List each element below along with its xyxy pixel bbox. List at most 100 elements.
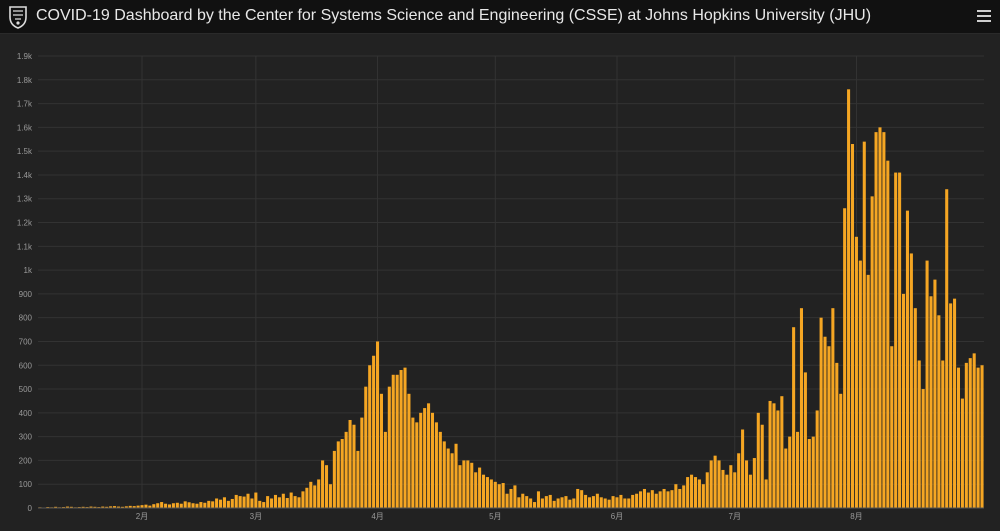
bar[interactable]: [54, 506, 58, 508]
bar[interactable]: [140, 505, 144, 508]
bar[interactable]: [776, 410, 780, 508]
bar[interactable]: [725, 474, 729, 508]
bar[interactable]: [839, 393, 843, 508]
bar[interactable]: [356, 450, 360, 508]
bar[interactable]: [580, 490, 584, 508]
bar[interactable]: [697, 479, 701, 508]
bar[interactable]: [862, 141, 866, 508]
bar[interactable]: [234, 494, 238, 508]
bar[interactable]: [281, 493, 285, 508]
bar[interactable]: [450, 453, 454, 508]
bar[interactable]: [850, 144, 855, 508]
bar[interactable]: [941, 360, 945, 508]
bar[interactable]: [631, 494, 635, 508]
bar[interactable]: [493, 481, 497, 508]
bar[interactable]: [195, 503, 199, 508]
bar[interactable]: [572, 498, 576, 508]
bar[interactable]: [599, 497, 603, 508]
bar[interactable]: [262, 502, 266, 508]
bar[interactable]: [682, 485, 686, 508]
bar[interactable]: [379, 393, 383, 508]
bar[interactable]: [976, 367, 980, 508]
bar[interactable]: [481, 474, 486, 508]
bar[interactable]: [132, 506, 136, 508]
bar[interactable]: [470, 462, 474, 508]
bar[interactable]: [635, 493, 639, 508]
bar[interactable]: [419, 412, 423, 508]
bar[interactable]: [407, 393, 411, 508]
bar[interactable]: [478, 467, 482, 508]
bar[interactable]: [937, 315, 941, 508]
bar[interactable]: [116, 506, 120, 508]
bar[interactable]: [639, 491, 643, 508]
bar[interactable]: [788, 436, 792, 508]
bar[interactable]: [415, 422, 419, 508]
bar[interactable]: [442, 441, 446, 508]
bar[interactable]: [658, 491, 662, 508]
bar[interactable]: [525, 496, 529, 508]
bar[interactable]: [674, 484, 678, 508]
bar[interactable]: [81, 506, 85, 508]
bar[interactable]: [646, 492, 650, 508]
bar[interactable]: [748, 474, 752, 508]
bar[interactable]: [199, 502, 203, 508]
bar[interactable]: [222, 497, 226, 508]
bar[interactable]: [835, 362, 839, 508]
bar[interactable]: [423, 408, 427, 508]
bar[interactable]: [894, 172, 898, 508]
bar[interactable]: [529, 498, 533, 508]
bar[interactable]: [827, 346, 831, 508]
bar[interactable]: [352, 424, 356, 508]
bar[interactable]: [799, 308, 803, 508]
bar[interactable]: [183, 501, 187, 508]
bar[interactable]: [823, 336, 827, 508]
bar[interactable]: [250, 498, 254, 508]
bar[interactable]: [960, 398, 964, 508]
bar[interactable]: [521, 493, 525, 508]
bar[interactable]: [485, 477, 489, 508]
bar[interactable]: [293, 496, 297, 508]
bar[interactable]: [462, 460, 466, 508]
bar[interactable]: [226, 500, 230, 508]
bar[interactable]: [556, 498, 560, 508]
bar[interactable]: [321, 460, 325, 508]
bar[interactable]: [446, 448, 450, 508]
bar[interactable]: [882, 132, 886, 508]
bar[interactable]: [968, 358, 972, 508]
bar[interactable]: [160, 502, 164, 508]
bar[interactable]: [120, 506, 124, 508]
bar[interactable]: [434, 422, 438, 508]
bar[interactable]: [246, 493, 250, 508]
bar[interactable]: [254, 492, 258, 508]
bar[interactable]: [458, 465, 462, 508]
bar[interactable]: [693, 477, 698, 508]
bar[interactable]: [348, 419, 352, 508]
bar[interactable]: [501, 483, 505, 508]
bar[interactable]: [505, 493, 509, 508]
bar[interactable]: [167, 504, 172, 508]
bar[interactable]: [313, 485, 317, 508]
bar[interactable]: [587, 497, 592, 508]
bar[interactable]: [387, 386, 391, 508]
bar[interactable]: [945, 189, 949, 508]
bar[interactable]: [211, 501, 215, 508]
bar[interactable]: [360, 417, 364, 508]
bar[interactable]: [368, 365, 372, 508]
bar[interactable]: [807, 439, 811, 508]
bar[interactable]: [175, 502, 179, 508]
bar[interactable]: [843, 208, 847, 508]
bar[interactable]: [191, 503, 195, 508]
bar[interactable]: [438, 431, 442, 508]
bar[interactable]: [164, 503, 168, 508]
bar[interactable]: [949, 303, 953, 508]
bar[interactable]: [332, 450, 336, 508]
bar[interactable]: [603, 498, 607, 508]
bar[interactable]: [128, 505, 132, 508]
bar[interactable]: [576, 488, 580, 508]
bar[interactable]: [403, 367, 407, 508]
bar[interactable]: [364, 386, 368, 508]
bar[interactable]: [105, 506, 109, 508]
bar[interactable]: [517, 497, 521, 508]
bar[interactable]: [956, 367, 961, 508]
bar[interactable]: [301, 491, 305, 508]
